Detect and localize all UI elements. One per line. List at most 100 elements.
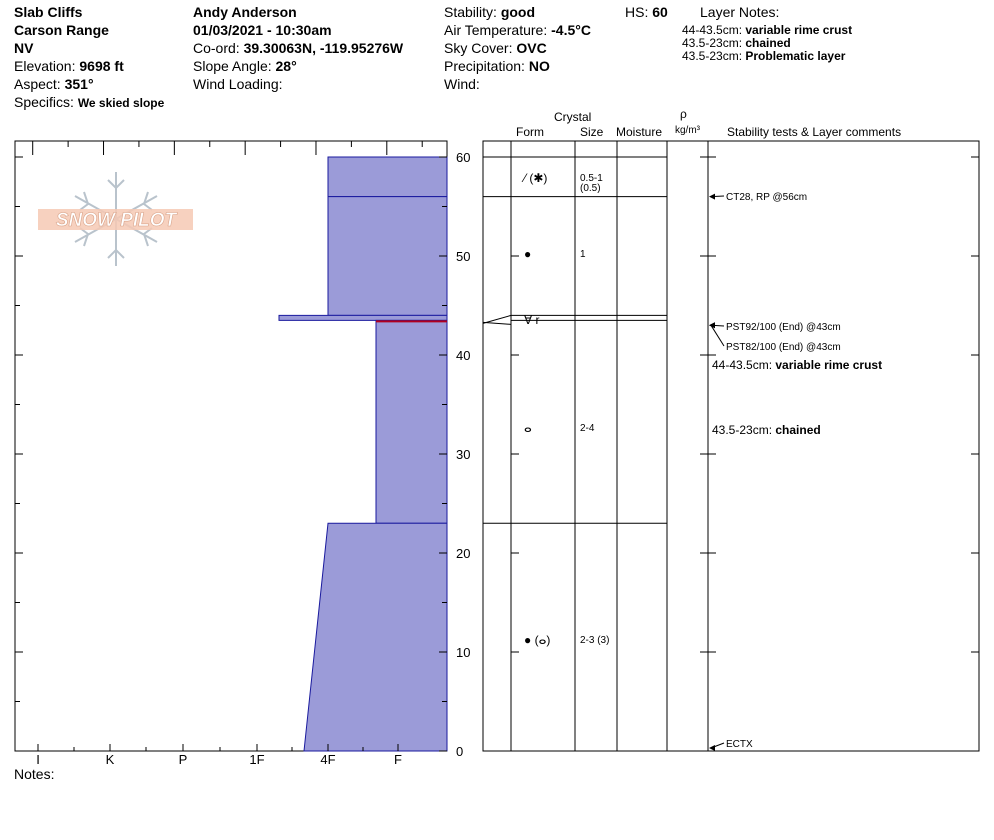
slope-value: 28°	[275, 58, 297, 74]
precip-label: Precipitation:	[444, 58, 525, 74]
comments-header: Stability tests & Layer comments	[727, 125, 902, 139]
hardness-tick-label: 1F	[249, 752, 264, 767]
layer-connector	[482, 321, 512, 325]
layer-table-frame	[482, 140, 980, 752]
moisture-header: Moisture	[616, 125, 663, 139]
layer-comment: 43.5-23cm: chained	[712, 424, 821, 437]
layer-comment-text: variable rime crust	[775, 358, 883, 372]
specifics-value: We skied slope	[77, 96, 165, 110]
layer-notes-title: Layer Notes:	[700, 4, 780, 20]
layer-rows: ⁄ (✱) 0.5-1(0.5) ● 1 ∀ r ⴰ 2-4 ● (ⴰ) 2-3 (3)	[482, 156, 667, 647]
hardness-bar	[327, 156, 448, 198]
aspect-row: Aspect: 351°	[14, 76, 94, 93]
depth-axis: 0 10 20 30 40 50 60	[15, 150, 470, 759]
observation-datetime: 01/03/2021 - 10:30am	[193, 22, 332, 38]
test-arrow	[709, 745, 715, 751]
sky-cover-label: Sky Cover:	[444, 40, 513, 56]
hardness-profile	[278, 156, 448, 752]
stability-value: good	[500, 4, 536, 20]
grain-size: 1	[580, 249, 586, 260]
state-name: NV	[14, 40, 34, 56]
sky-cover-row: Sky Cover: OVC	[444, 40, 547, 57]
hardness-bar	[303, 522, 448, 752]
hardness-axis: I K P 1F 4F F	[36, 744, 402, 767]
stability-row: Stability: good	[444, 4, 535, 21]
test-arrow	[709, 322, 715, 329]
precip-value: NO	[528, 58, 550, 74]
elevation-label: Elevation:	[14, 58, 76, 74]
depth-tick-label: 50	[456, 249, 470, 264]
layer-note: 43.5-23cm: Problematic layer	[682, 50, 845, 63]
layer-note: 43.5-23cm: chained	[682, 37, 791, 50]
specifics-label: Specifics:	[14, 94, 74, 110]
stability-test-label: PST92/100 (End) @43cm	[726, 322, 841, 333]
air-temp-value: -4.5°C	[551, 22, 591, 38]
layer-comment-text: chained	[775, 423, 821, 437]
air-temp-label: Air Temperature:	[444, 22, 548, 38]
table-depth-ticks	[511, 156, 979, 752]
grain-size: 0.5-1	[580, 173, 603, 184]
precip-row: Precipitation: NO	[444, 58, 550, 75]
layer-comment-range: 44-43.5cm:	[712, 358, 773, 372]
hardness-tick-label: F	[394, 752, 402, 767]
grain-form: ⁄ (✱)	[521, 171, 547, 185]
crystal-header: Crystal	[554, 110, 592, 124]
hardness-tick-label: 4F	[320, 752, 335, 767]
layer-note: 44-43.5cm: variable rime crust	[682, 24, 852, 37]
grain-form: ∀ r	[524, 313, 540, 327]
grain-form: ● (ⴰ)	[524, 633, 550, 647]
test-arrow	[709, 193, 715, 200]
elevation-value: 9698 ft	[79, 58, 124, 74]
hardness-tick-label: K	[106, 752, 115, 767]
layer-note-range: 43.5-23cm:	[682, 36, 743, 50]
stability-test-label: ECTX	[726, 739, 753, 750]
rho-header: ρ	[680, 107, 687, 121]
coord-row: Co-ord: 39.30063N, -119.95276W	[193, 40, 403, 57]
wind-loading-row: Wind Loading:	[193, 76, 283, 93]
layer-comment: 44-43.5cm: variable rime crust	[712, 359, 882, 372]
layer-note-range: 43.5-23cm:	[682, 49, 743, 63]
form-header: Form	[516, 125, 544, 139]
depth-tick-label: 0	[456, 744, 463, 759]
grain-size: 2-4	[580, 423, 595, 434]
depth-tick-label: 20	[456, 546, 470, 561]
grain-form: ⴰ	[524, 421, 532, 435]
stability-test-label: PST82/100 (End) @43cm	[726, 342, 841, 353]
grain-form: ●	[524, 247, 531, 261]
hardness-bar	[278, 314, 448, 321]
hs-row: HS: 60	[625, 4, 668, 21]
grain-size-secondary: (0.5)	[580, 183, 601, 194]
layer-comment-range: 43.5-23cm:	[712, 423, 773, 437]
depth-tick-label: 30	[456, 447, 470, 462]
site-name: Slab Cliffs	[14, 4, 83, 20]
stability-tests: CT28, RP @56cm PST92/100 (End) @43cm PST82…	[709, 192, 841, 751]
wind-loading-label: Wind Loading:	[193, 76, 283, 92]
wind-label: Wind:	[444, 76, 480, 92]
hardness-tick-label: I	[36, 752, 40, 767]
layer-note-range: 44-43.5cm:	[682, 23, 743, 37]
observer-name: Andy Anderson	[193, 4, 297, 20]
hardness-bar	[327, 196, 448, 316]
stability-label: Stability:	[444, 4, 497, 20]
layer-connector	[482, 314, 512, 324]
stability-test-label: CT28, RP @56cm	[726, 192, 807, 203]
range-name: Carson Range	[14, 22, 109, 38]
hardness-bar	[375, 319, 448, 524]
grain-size: 2-3 (3)	[580, 635, 609, 646]
depth-tick-label: 40	[456, 348, 470, 363]
wind-row: Wind:	[444, 76, 480, 93]
specifics-row: Specifics: We skied slope	[14, 94, 164, 112]
layer-note-text: Problematic layer	[745, 49, 846, 63]
logo-text: SNOW PILOT	[56, 210, 178, 231]
notes-label: Notes:	[14, 766, 55, 782]
depth-tick-label: 60	[456, 150, 470, 165]
slope-row: Slope Angle: 28°	[193, 58, 297, 75]
hs-value: 60	[652, 4, 668, 20]
layer-note-text: chained	[745, 36, 791, 50]
depth-tick-label: 10	[456, 645, 470, 660]
slope-label: Slope Angle:	[193, 58, 272, 74]
logo-band	[38, 209, 193, 230]
test-leader	[710, 325, 725, 347]
layer-note-text: variable rime crust	[745, 23, 853, 37]
